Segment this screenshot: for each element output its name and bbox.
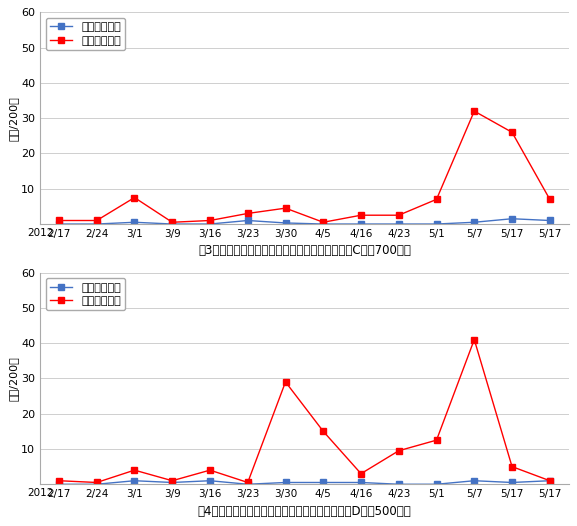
Legend: ミカンハダニ, スワルスキー: ミカンハダニ, スワルスキー bbox=[46, 18, 125, 50]
スワルスキー bbox=[508, 129, 515, 136]
ミカンハダニ bbox=[207, 221, 213, 227]
Legend: ミカンハダニ, スワルスキー: ミカンハダニ, スワルスキー bbox=[46, 278, 125, 310]
スワルスキー bbox=[358, 212, 365, 218]
ミカンハダニ bbox=[358, 479, 365, 485]
スワルスキー bbox=[358, 471, 365, 477]
スワルスキー bbox=[546, 478, 553, 484]
Line: ミカンハダニ: ミカンハダニ bbox=[56, 478, 553, 487]
Line: ミカンハダニ: ミカンハダニ bbox=[56, 216, 553, 227]
Text: 2012: 2012 bbox=[27, 489, 53, 499]
ミカンハダニ bbox=[244, 217, 251, 224]
スワルスキー bbox=[93, 217, 100, 224]
ミカンハダニ bbox=[169, 221, 176, 227]
ミカンハダニ bbox=[508, 479, 515, 485]
スワルスキー bbox=[320, 219, 327, 226]
スワルスキー bbox=[546, 196, 553, 203]
ミカンハダニ bbox=[320, 479, 327, 485]
スワルスキー bbox=[207, 217, 213, 224]
ミカンハダニ bbox=[282, 220, 289, 226]
X-axis label: 嘦3　スワルスキーとミカンハダニの密度推移：C園（700㎡）: 嘦3 スワルスキーとミカンハダニの密度推移：C園（700㎡） bbox=[198, 245, 411, 257]
ミカンハダニ bbox=[508, 216, 515, 222]
スワルスキー bbox=[169, 478, 176, 484]
ミカンハダニ bbox=[433, 481, 440, 488]
スワルスキー bbox=[55, 478, 62, 484]
Line: スワルスキー: スワルスキー bbox=[56, 108, 553, 225]
Y-axis label: 回数/200葉: 回数/200葉 bbox=[8, 356, 18, 401]
スワルスキー bbox=[433, 437, 440, 443]
スワルスキー bbox=[433, 196, 440, 203]
スワルスキー bbox=[395, 212, 402, 218]
スワルスキー bbox=[320, 428, 327, 434]
ミカンハダニ bbox=[395, 481, 402, 488]
ミカンハダニ bbox=[395, 221, 402, 227]
Line: スワルスキー: スワルスキー bbox=[56, 337, 553, 485]
スワルスキー bbox=[508, 463, 515, 470]
スワルスキー bbox=[244, 210, 251, 217]
スワルスキー bbox=[93, 479, 100, 485]
Text: 2012: 2012 bbox=[27, 228, 53, 238]
ミカンハダニ bbox=[169, 479, 176, 485]
スワルスキー bbox=[395, 448, 402, 454]
スワルスキー bbox=[471, 337, 478, 343]
ミカンハダニ bbox=[55, 481, 62, 488]
スワルスキー bbox=[55, 217, 62, 224]
ミカンハダニ bbox=[471, 478, 478, 484]
ミカンハダニ bbox=[433, 221, 440, 227]
Y-axis label: 回数/200葉: 回数/200葉 bbox=[8, 96, 18, 140]
ミカンハダニ bbox=[471, 219, 478, 226]
ミカンハダニ bbox=[207, 478, 213, 484]
X-axis label: 嘦4　スワルスキーとミカンハダニの密度推移：D園（500㎡）: 嘦4 スワルスキーとミカンハダニの密度推移：D園（500㎡） bbox=[197, 504, 411, 518]
スワルスキー bbox=[131, 467, 138, 473]
ミカンハダニ bbox=[93, 481, 100, 488]
スワルスキー bbox=[282, 379, 289, 385]
ミカンハダニ bbox=[131, 219, 138, 226]
スワルスキー bbox=[282, 205, 289, 211]
スワルスキー bbox=[207, 467, 213, 473]
ミカンハダニ bbox=[131, 478, 138, 484]
ミカンハダニ bbox=[93, 221, 100, 227]
ミカンハダニ bbox=[546, 217, 553, 224]
ミカンハダニ bbox=[546, 478, 553, 484]
ミカンハダニ bbox=[55, 221, 62, 227]
スワルスキー bbox=[244, 479, 251, 485]
スワルスキー bbox=[131, 195, 138, 201]
ミカンハダニ bbox=[320, 221, 327, 227]
ミカンハダニ bbox=[358, 221, 365, 227]
ミカンハダニ bbox=[244, 481, 251, 488]
ミカンハダニ bbox=[282, 479, 289, 485]
スワルスキー bbox=[169, 219, 176, 226]
スワルスキー bbox=[471, 108, 478, 114]
